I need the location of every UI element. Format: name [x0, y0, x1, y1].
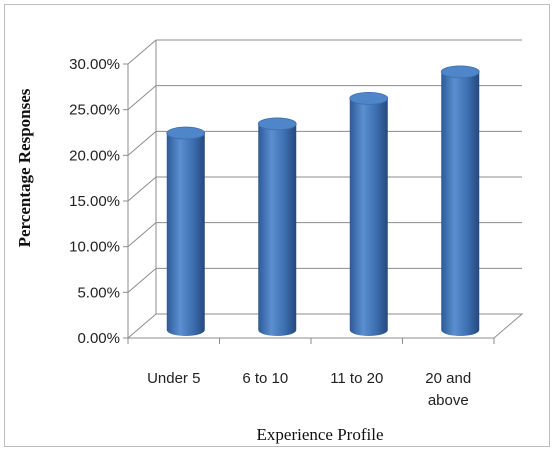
x-category-labels: Under 5 6 to 10 11 to 20 20 and above [147, 370, 471, 409]
bar-top [166, 126, 206, 140]
bar-top [257, 117, 297, 131]
y-tick-label: 0.00% [77, 330, 120, 347]
y-tick-label: 5.00% [77, 284, 120, 301]
grid-side-line [127, 39, 157, 65]
x-category-label: 11 to 20 [330, 370, 383, 387]
y-axis-title: Percentage Responses [15, 88, 34, 247]
bar [166, 126, 206, 336]
x-category-label: Under 5 [147, 370, 200, 387]
x-category-label: 6 to 10 [242, 370, 288, 387]
y-tick-label: 15.00% [69, 193, 120, 210]
bar-top [349, 91, 389, 105]
bar-body [166, 133, 205, 336]
bar-top [440, 65, 480, 79]
bar-body [258, 123, 297, 336]
y-tick-label: 25.00% [69, 102, 120, 119]
x-axis-title: Experience Profile [257, 425, 384, 444]
grid-side-line [127, 176, 157, 202]
y-tick-label: 10.00% [69, 239, 120, 256]
grid-side-line [127, 222, 157, 248]
bar [349, 91, 389, 336]
y-tick-label: 30.00% [69, 56, 120, 73]
grid-side-line [127, 130, 157, 156]
grid-side-line [127, 85, 157, 111]
bar [257, 117, 297, 336]
bar [440, 65, 480, 336]
x-category-label: 20 and above [425, 370, 471, 409]
bar-body [349, 98, 388, 336]
bar-body [441, 71, 480, 336]
floor [126, 313, 524, 339]
grid-side-line [127, 267, 157, 293]
bars [166, 65, 480, 336]
y-tick-label: 20.00% [69, 147, 120, 164]
y-tick-labels: 0.00% 5.00% 10.00% 15.00% 20.00% 25.00% 30.00% [69, 56, 120, 347]
